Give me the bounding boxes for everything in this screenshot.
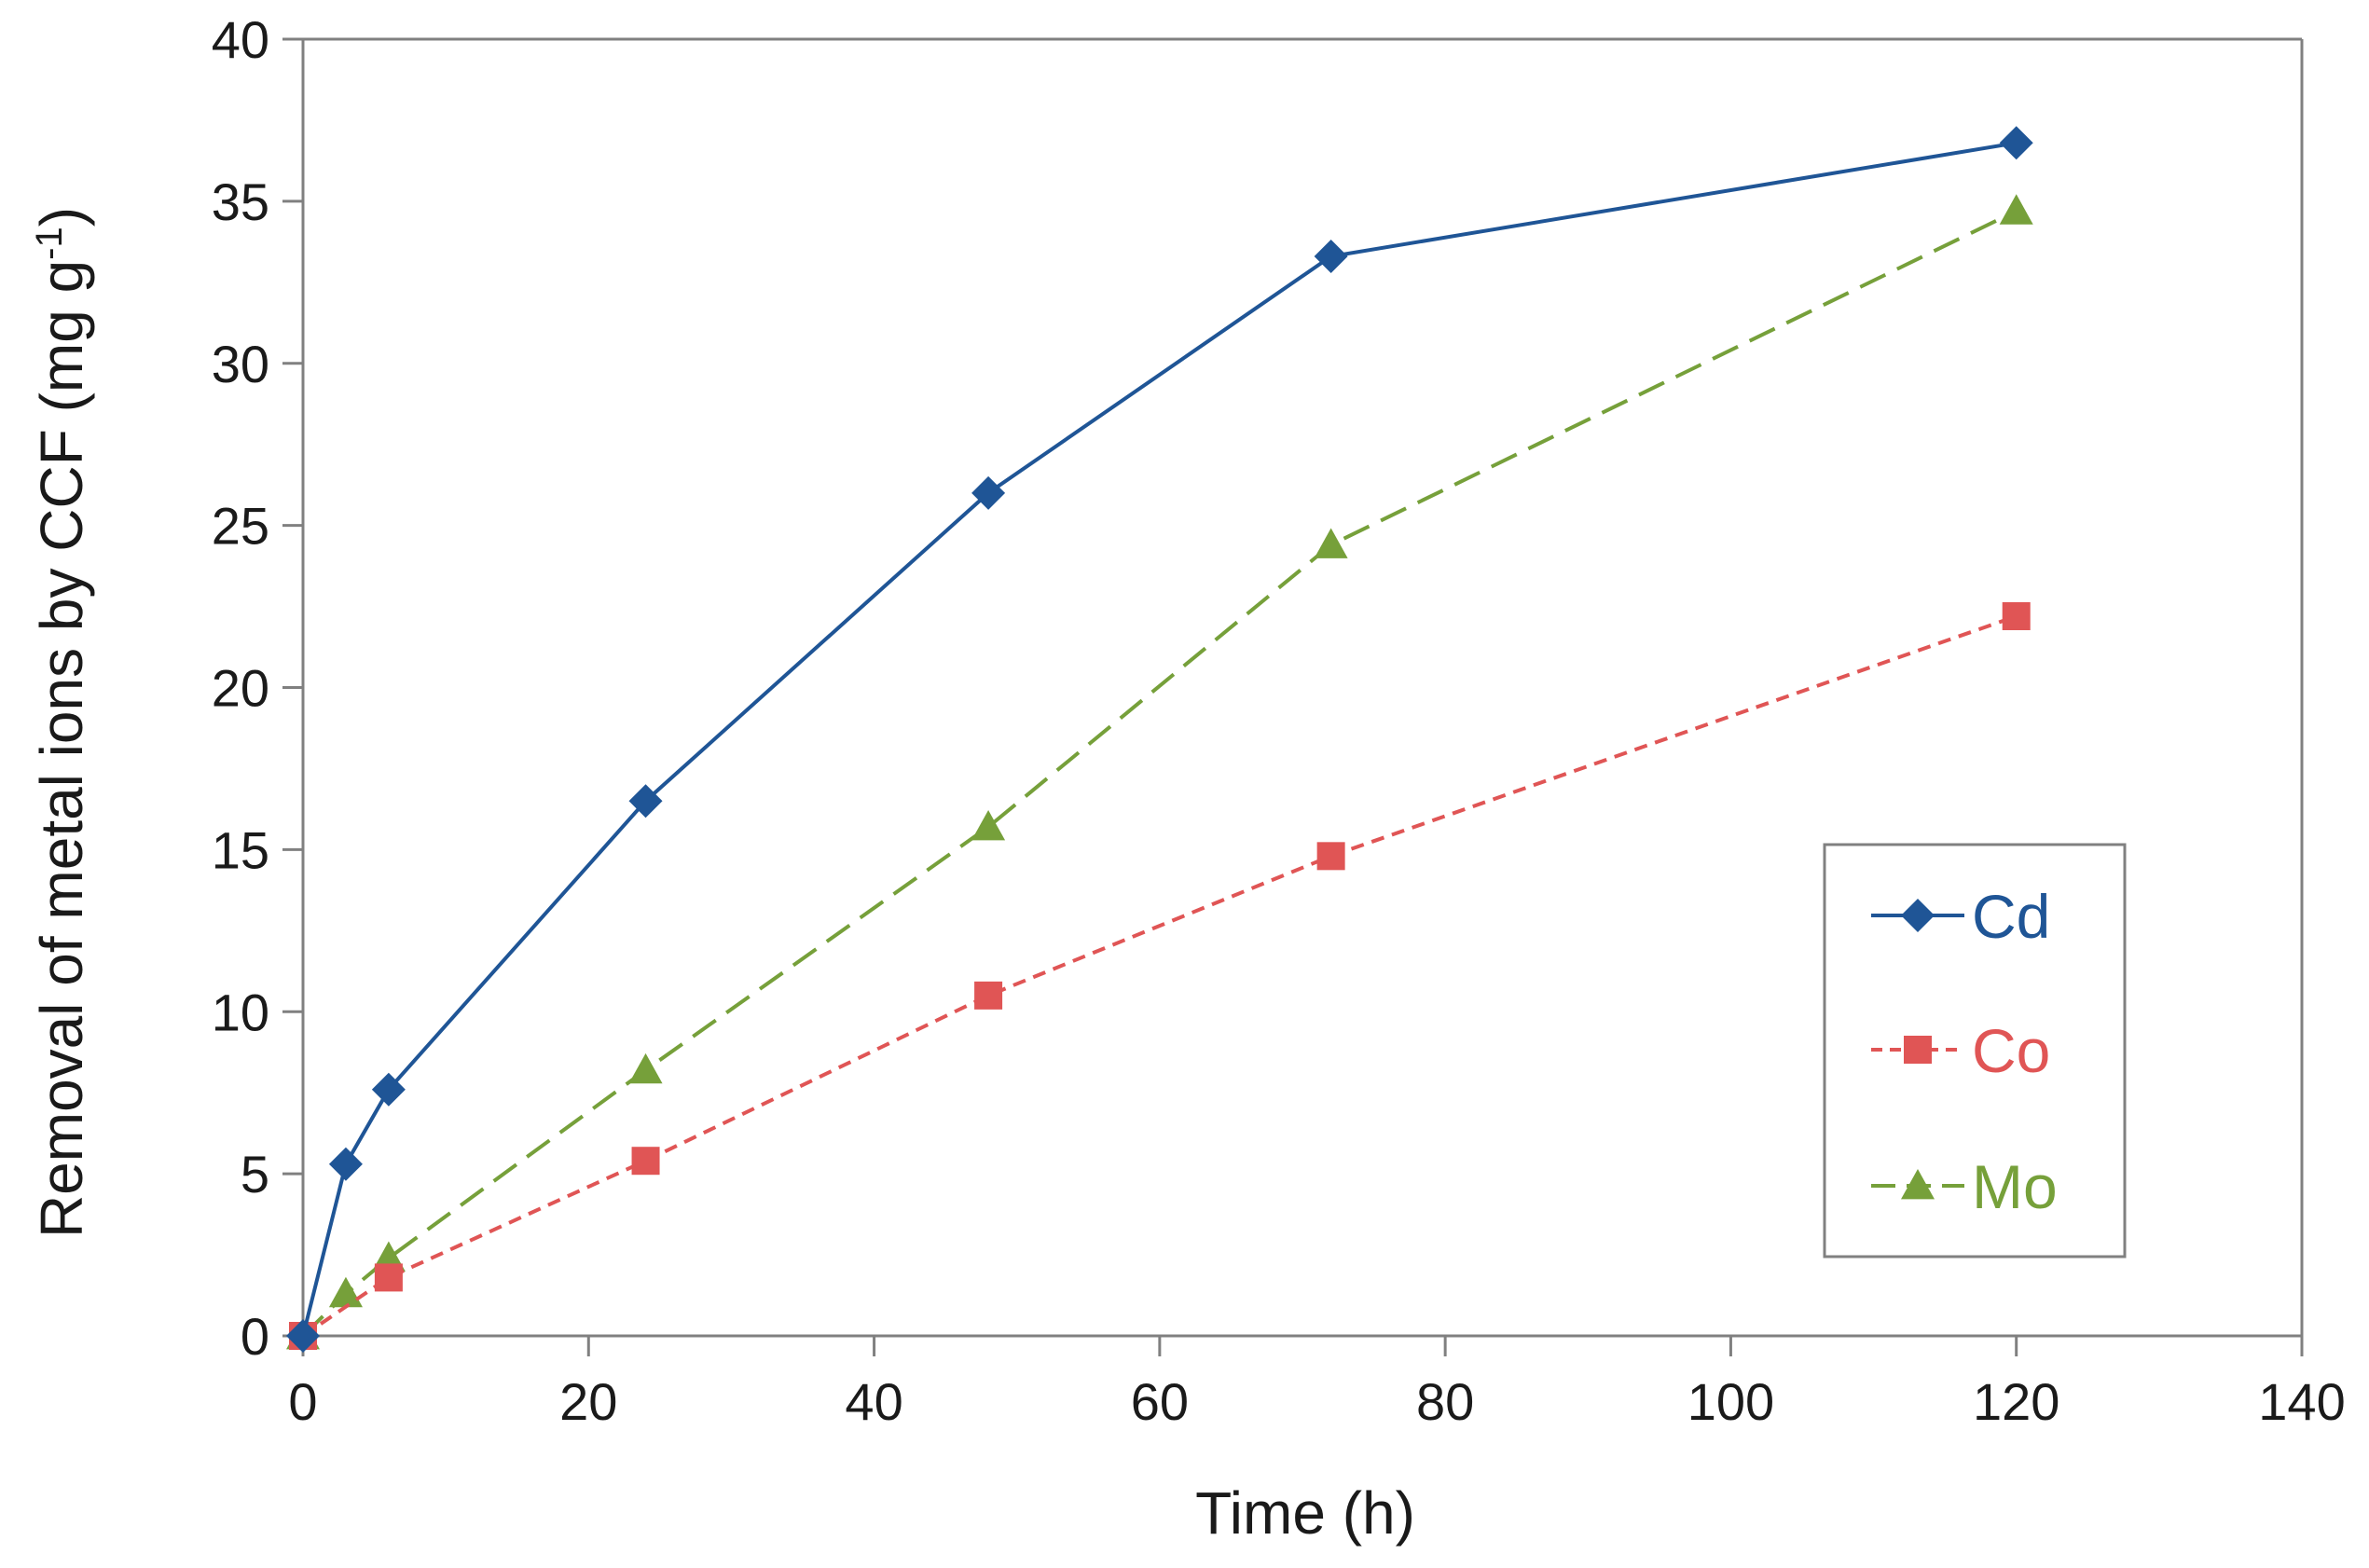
data-point-cd	[286, 1319, 320, 1353]
y-tick-label: 40	[212, 10, 269, 69]
legend-item-co: Co	[1871, 1016, 2050, 1085]
data-point-cd	[328, 1147, 363, 1181]
x-tick-label: 100	[1687, 1372, 1774, 1431]
x-tick-label: 140	[2258, 1372, 2345, 1431]
legend: Cd Co Mo	[1823, 843, 2127, 1259]
data-point-mo	[1314, 528, 1348, 558]
legend-label-cd: Cd	[1972, 882, 2050, 951]
data-point-co	[374, 1263, 403, 1292]
data-point-cd	[628, 784, 663, 818]
legend-item-cd: Cd	[1871, 882, 2050, 951]
y-tick-label: 15	[212, 820, 269, 879]
y-axis-title-close: )	[28, 207, 95, 227]
x-axis-ticks: 0 20 40 60 80 100 120 140	[288, 1336, 2346, 1431]
series-cd	[286, 126, 2033, 1353]
series-line-co	[301, 614, 2018, 1338]
y-tick-label: 10	[212, 983, 269, 1041]
x-tick-label: 60	[1131, 1372, 1189, 1431]
y-tick-label: 20	[212, 659, 269, 718]
data-point-cd	[371, 1072, 406, 1107]
legend-label-mo: Mo	[1972, 1152, 2058, 1221]
data-point-cd	[971, 475, 1006, 510]
legend-marker-cd	[1901, 899, 1935, 932]
data-point-mo	[971, 810, 1006, 841]
x-tick-label: 40	[845, 1372, 902, 1431]
data-point-mo	[1999, 194, 2033, 225]
y-axis-title-main: Removal of metal ions by CCF (mg g	[28, 260, 95, 1238]
y-tick-label: 0	[241, 1307, 269, 1366]
x-tick-label: 20	[559, 1372, 617, 1431]
data-point-co	[974, 981, 1003, 1010]
x-tick-label: 80	[1416, 1372, 1474, 1431]
x-tick-label: 120	[1973, 1372, 2059, 1431]
legend-item-mo: Mo	[1871, 1152, 2058, 1221]
data-point-cd	[1314, 239, 1348, 273]
data-point-cd	[1999, 126, 2033, 160]
data-point-co	[2002, 601, 2031, 630]
x-axis-title: Time (h)	[1195, 1479, 1415, 1547]
y-axis-title: Removal of metal ions by CCF (mg g-1)	[28, 207, 95, 1238]
data-point-co	[1316, 842, 1345, 871]
y-tick-label: 30	[212, 335, 269, 393]
data-point-mo	[328, 1276, 363, 1308]
data-point-mo	[628, 1052, 663, 1084]
y-tick-label: 35	[212, 172, 269, 231]
y-tick-label: 25	[212, 497, 269, 556]
legend-marker-co	[1904, 1036, 1932, 1064]
y-axis-ticks: 0 5 10 15 20 25 30 35 40	[212, 10, 303, 1366]
legend-marker-mo	[1901, 1169, 1935, 1200]
series-layer	[286, 126, 2033, 1353]
y-axis-title-superscript: -1	[29, 227, 70, 260]
y-tick-label: 5	[241, 1145, 269, 1204]
x-tick-label: 0	[288, 1372, 317, 1431]
legend-label-co: Co	[1972, 1016, 2050, 1085]
data-point-co	[631, 1147, 660, 1176]
series-co	[289, 601, 2031, 1350]
